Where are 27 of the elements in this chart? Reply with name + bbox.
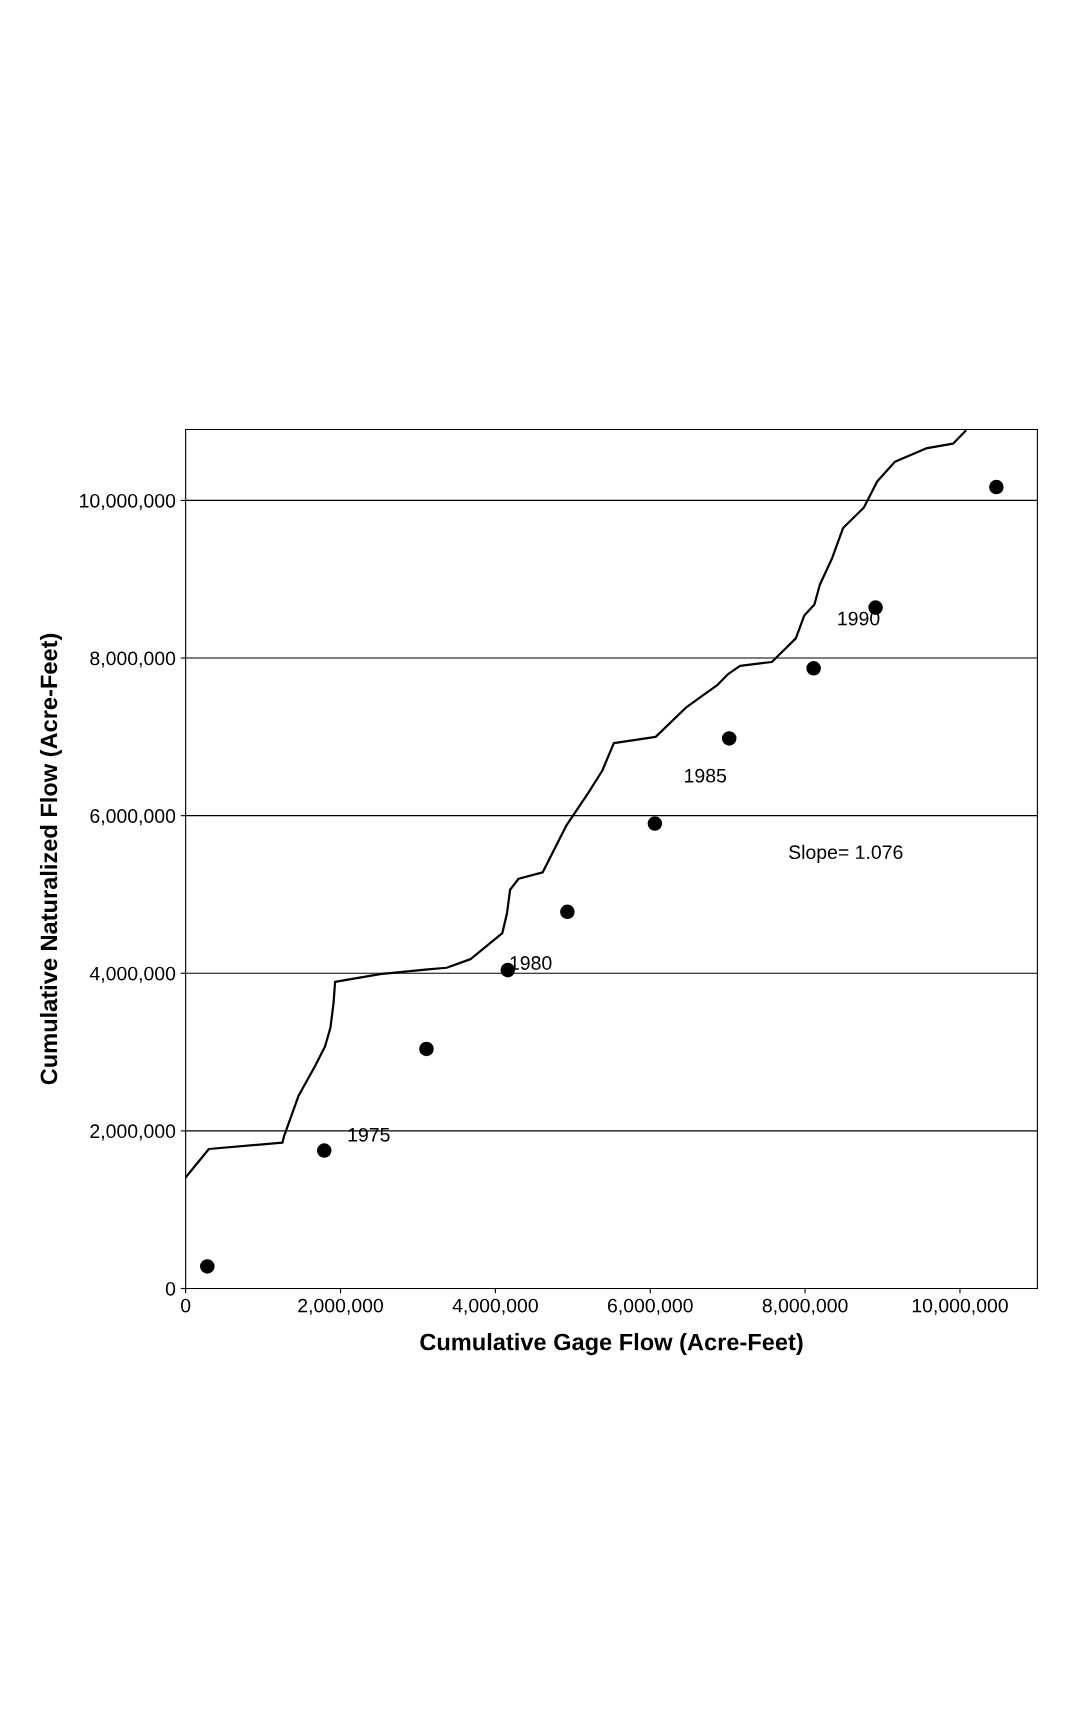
x-tick-label: 2,000,000 [298, 1298, 383, 1315]
point [989, 479, 1004, 495]
point [806, 661, 821, 676]
y-tick-label: 4,000,000 [89, 966, 176, 983]
point [721, 731, 737, 746]
annotation: 1990 [838, 611, 880, 626]
x-tick-label: 8,000,000 [762, 1298, 848, 1315]
y-tick-label: 0 [165, 1281, 176, 1296]
y-tick-label: 2,000,000 [90, 1124, 176, 1141]
x-tick-label: 4,000,000 [452, 1298, 538, 1315]
point [316, 1143, 332, 1158]
y-tick-label: 8,000,000 [90, 651, 176, 668]
x-tick-label: 10,000,000 [912, 1298, 1008, 1315]
annotation: Slope= 1.076 [789, 844, 903, 863]
point [419, 1041, 434, 1057]
y-axis-title: Cumulative Naturalized Flow (Acre-Feet) [39, 633, 62, 1085]
annotation: 1980 [510, 956, 552, 970]
y-tick-label: 6,000,000 [90, 809, 176, 826]
point [200, 1259, 215, 1274]
annotation: 1985 [685, 768, 727, 783]
x-tick-label: 0 [180, 1298, 191, 1313]
y-tick-label: 10,000,000 [80, 493, 176, 510]
x-axis-title: Cumulative Gage Flow (Acre-Feet) [420, 1333, 803, 1356]
point [647, 816, 663, 831]
x-tick-label: 6,000,000 [607, 1298, 693, 1315]
point [560, 904, 575, 920]
annotation: 1975 [348, 1127, 390, 1142]
